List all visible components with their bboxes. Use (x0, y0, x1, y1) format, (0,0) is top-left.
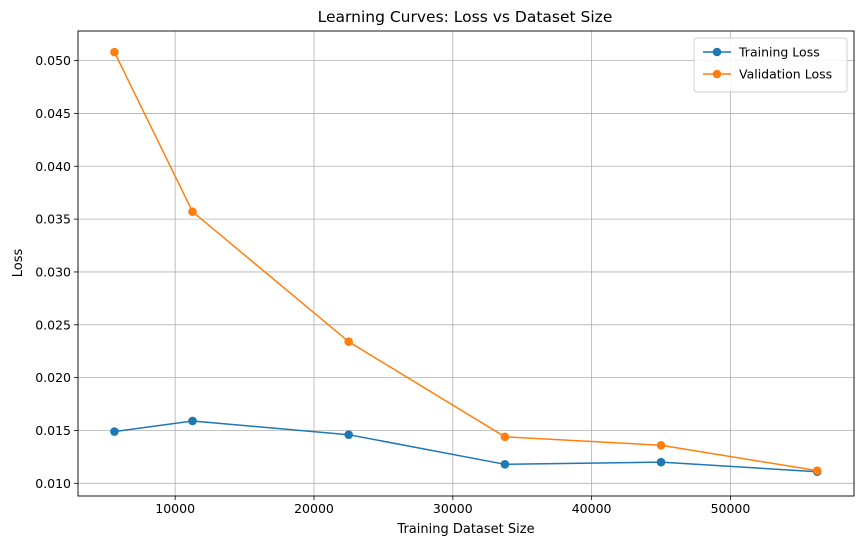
y-tick-label: 0.035 (35, 212, 71, 227)
x-tick-label: 40000 (572, 501, 612, 516)
x-axis-label: Training Dataset Size (396, 522, 534, 537)
y-tick-label: 0.015 (35, 423, 71, 438)
validation-loss-line (113, 51, 818, 472)
legend-item-training-loss: Training Loss (703, 45, 820, 60)
y-tick-label: 0.025 (35, 317, 71, 332)
y-tick-label: 0.030 (35, 264, 71, 279)
legend-item-validation-loss: Validation Loss (703, 67, 832, 82)
x-tick-label: 10000 (155, 501, 195, 516)
training-loss-point (500, 459, 510, 469)
x-tick-label: 20000 (294, 501, 334, 516)
validation-loss-series (110, 47, 822, 475)
plot-frame (77, 30, 855, 497)
y-axis-ticks: 0.010 0.015 0.020 0.025 0.030 0.035 0.040 0.045… (35, 53, 78, 491)
training-loss-point (188, 416, 197, 426)
validation-loss-point (110, 47, 119, 57)
y-tick-label: 0.010 (35, 476, 71, 491)
x-axis-ticks: 10000 20000 30000 40000 50000 (155, 496, 750, 516)
legend-marker-swatch (712, 69, 722, 79)
legend: Training Loss Validation Loss (693, 37, 848, 93)
x-tick-label: 50000 (711, 501, 751, 516)
legend-label: Training Loss (738, 45, 820, 60)
x-tick-label: 30000 (433, 501, 473, 516)
series-layer (110, 47, 822, 476)
training-loss-point (344, 430, 353, 440)
y-axis-label: Loss (11, 249, 26, 278)
legend-box (693, 37, 848, 93)
legend-label: Validation Loss (739, 67, 832, 82)
grid (78, 31, 854, 496)
validation-loss-point (500, 432, 510, 442)
validation-loss-point (812, 466, 822, 475)
y-tick-label: 0.020 (35, 370, 71, 385)
y-tick-label: 0.045 (35, 106, 71, 121)
y-tick-label: 0.040 (35, 159, 71, 174)
legend-marker-swatch (712, 47, 722, 57)
validation-loss-point (656, 440, 666, 450)
validation-loss-point (188, 207, 197, 217)
validation-loss-point (344, 337, 353, 347)
training-loss-line (114, 420, 818, 473)
training-loss-point (110, 427, 119, 436)
chart-title: Learning Curves: Loss vs Dataset Size (318, 8, 613, 26)
training-loss-point (656, 457, 666, 467)
y-tick-label: 0.050 (35, 53, 71, 68)
